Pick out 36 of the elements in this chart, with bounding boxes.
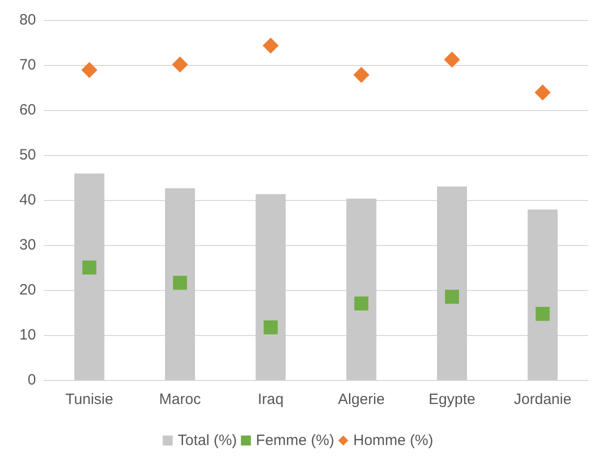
x-tick-label: Egypte	[428, 391, 476, 408]
x-tick-label: Maroc	[159, 391, 202, 408]
point	[172, 56, 188, 73]
point	[262, 38, 279, 54]
legend-label: Homme (%)	[353, 432, 434, 449]
bar	[74, 173, 104, 380]
point	[534, 84, 551, 100]
point	[81, 62, 98, 78]
x-tick-label: Iraq	[258, 391, 284, 408]
y-tick-label: 20	[19, 282, 36, 298]
point	[445, 290, 459, 304]
point	[82, 260, 96, 274]
point	[173, 276, 187, 290]
x-tick-label: Jordanie	[514, 391, 572, 408]
y-tick-label: 0	[28, 372, 36, 388]
x-tick-label: Algerie	[338, 391, 385, 408]
legend-label: Total (%)	[178, 432, 237, 449]
y-tick-label: 30	[19, 236, 36, 254]
point	[354, 296, 368, 310]
point	[536, 306, 550, 321]
y-tick-label: 80	[19, 12, 36, 28]
bar	[165, 188, 195, 380]
y-tick-label: 50	[19, 146, 36, 164]
y-tick-label: 10	[19, 326, 36, 344]
y-tick-label: 70	[19, 56, 36, 74]
bar	[528, 209, 558, 380]
legend-label: Femme (%)	[256, 432, 334, 449]
point	[353, 66, 370, 83]
y-tick-label: 40	[19, 192, 36, 208]
bar	[346, 198, 376, 380]
y-tick-label: 60	[19, 102, 36, 118]
point	[444, 52, 460, 68]
x-tick-label: Tunisie	[65, 391, 114, 408]
point	[264, 320, 278, 334]
bar	[256, 194, 286, 380]
bar	[437, 186, 467, 380]
